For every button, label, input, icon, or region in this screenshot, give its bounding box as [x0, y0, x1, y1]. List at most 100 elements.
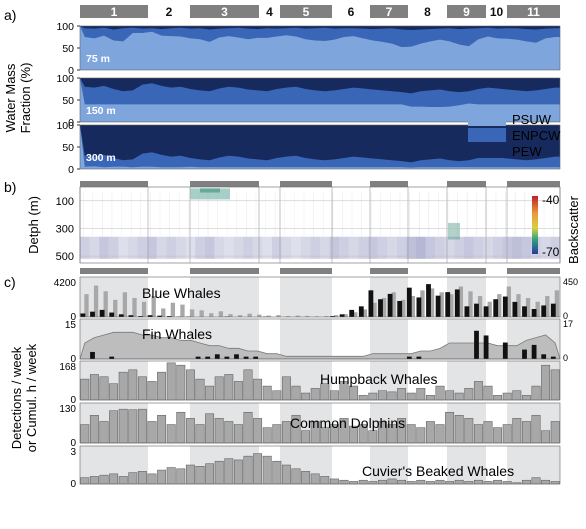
detection-bar — [118, 371, 128, 401]
detection-bar — [397, 479, 407, 485]
detection-bar — [233, 424, 243, 444]
detection-bar — [483, 421, 493, 444]
echo-streak — [159, 192, 161, 237]
detection-bar — [493, 427, 503, 444]
scattering-layer — [464, 236, 474, 259]
detection-bar — [358, 479, 368, 485]
water-mass-row-1: 0 50 100 150 m — [56, 73, 561, 129]
detection-bar — [157, 415, 167, 444]
detection-bar — [310, 388, 320, 401]
scattering-layer — [128, 236, 138, 259]
detection-bar — [89, 476, 99, 485]
echo-streak — [313, 192, 314, 237]
detection-bar — [205, 413, 215, 444]
detection-bar — [272, 390, 282, 401]
echo-streak — [121, 192, 122, 237]
detection-bar — [473, 424, 483, 444]
species-label: Blue Whales — [142, 285, 221, 301]
detection-bar — [368, 430, 378, 444]
detection-bar — [458, 286, 464, 317]
y-tick-max: 15 — [65, 320, 77, 331]
echo-streak — [466, 192, 468, 237]
cumul-hours-bar — [416, 356, 422, 359]
echo-streak — [274, 192, 276, 237]
pew-area — [80, 78, 560, 94]
echo-streak — [207, 192, 209, 237]
detection-bar — [233, 381, 243, 401]
detection-bar — [161, 308, 166, 317]
segment-bar-b-5 — [280, 181, 332, 187]
segment-bar-c-9 — [447, 268, 486, 274]
scattering-layer — [454, 236, 464, 259]
echo-streak — [553, 192, 554, 237]
surface-patch-3-core — [200, 188, 220, 193]
detection-bar — [343, 314, 348, 317]
cumul-hours-bar — [435, 295, 441, 317]
detection-bar — [397, 388, 407, 401]
detection-bar — [137, 376, 147, 401]
detection-bar — [209, 313, 214, 317]
cumul-hours-bar — [387, 293, 393, 317]
echo-streak — [217, 192, 218, 237]
scattering-layer — [444, 236, 455, 259]
colorbar — [532, 196, 538, 254]
echo-streak — [322, 192, 324, 237]
detection-bar — [493, 479, 503, 485]
cumul-hours-bar — [483, 306, 489, 317]
detection-bar — [454, 392, 464, 401]
detection-bar — [477, 296, 483, 317]
cumul-hours-bar — [109, 312, 115, 317]
colorbar-label: Backscatter — [566, 195, 581, 264]
detection-bar — [157, 469, 167, 485]
detection-bar — [554, 290, 560, 317]
detection-bar — [214, 418, 224, 444]
cumul-hours-bar — [243, 356, 249, 359]
enpcw-area — [80, 26, 560, 48]
detection-bar — [449, 294, 454, 317]
detection-bar — [281, 464, 291, 485]
segment-label-1: 1 — [111, 5, 118, 19]
detection-bar — [531, 477, 541, 485]
depth-tick-label: 300 — [56, 223, 74, 235]
detection-bar — [281, 376, 291, 401]
detection-bar — [195, 378, 205, 401]
y-tick-min: 0 — [70, 479, 76, 490]
detection-bar — [502, 424, 512, 444]
detection-bar — [329, 390, 339, 401]
y-tick-max: 3 — [70, 447, 76, 458]
echogram-bg — [80, 187, 560, 263]
detection-bar — [435, 385, 445, 401]
detection-bar — [141, 301, 147, 317]
panel-c-ylabel: Detections / weekor Cumul. h / week — [9, 343, 39, 452]
panel-label-b: b) — [4, 179, 16, 195]
detection-bar — [454, 479, 464, 485]
echo-streak — [265, 192, 266, 237]
legend-swatch-enpcw — [468, 128, 506, 142]
detection-bar — [435, 424, 445, 444]
detection-bar — [420, 290, 425, 317]
echo-streak — [178, 192, 180, 237]
segment-label-10: 10 — [490, 5, 504, 19]
detection-bar — [531, 415, 541, 444]
echo-streak — [447, 192, 449, 237]
cumul-hours-bar — [541, 305, 547, 317]
detection-bar — [349, 385, 359, 401]
echo-streak — [351, 192, 353, 237]
detection-bar — [531, 385, 541, 401]
cumul-hours-bar — [214, 354, 220, 359]
detection-bar — [425, 481, 435, 485]
cumul-hours-bar — [454, 289, 460, 317]
scattering-layer — [339, 236, 349, 259]
detection-bar — [324, 316, 329, 317]
scattering-layer — [521, 236, 532, 259]
detection-bar — [80, 424, 90, 444]
cumul-hours-bar — [464, 306, 470, 317]
scattering-layer — [406, 236, 416, 259]
detection-bar — [362, 309, 368, 317]
scattering-layer — [176, 236, 186, 259]
panel-label-c: c) — [4, 274, 16, 290]
scattering-layer — [243, 236, 253, 259]
echo-streak — [198, 192, 199, 237]
detection-bar — [416, 427, 426, 444]
